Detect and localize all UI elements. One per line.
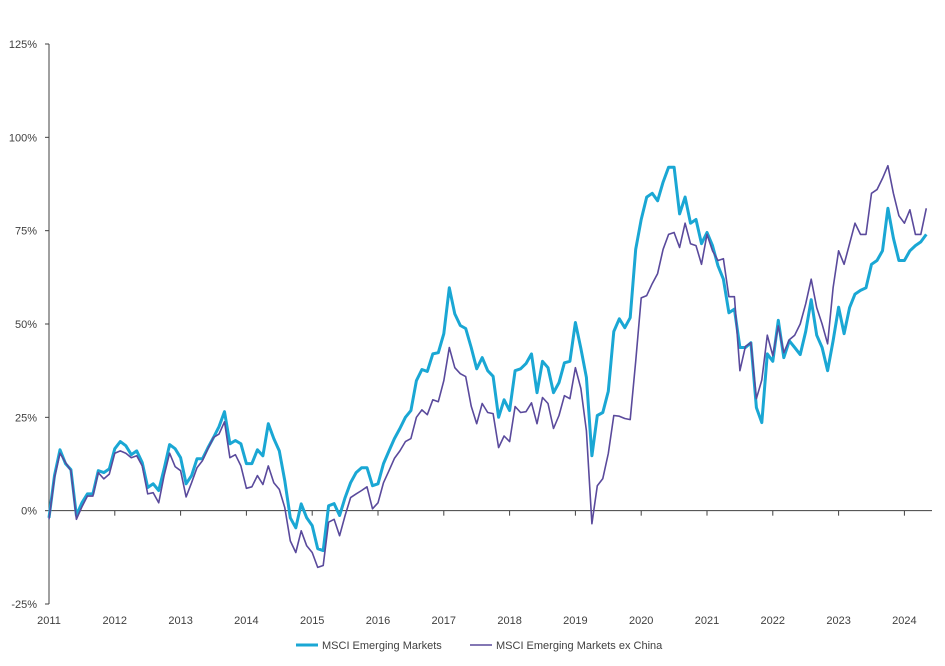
x-tick-label: 2019 (563, 615, 587, 627)
x-tick-label: 2012 (103, 615, 127, 627)
y-tick-label: 50% (15, 319, 37, 331)
y-tick-label: 100% (9, 132, 37, 144)
x-tick-label: 2023 (826, 615, 850, 627)
x-tick-label: 2016 (366, 615, 390, 627)
x-tick-label: 2018 (497, 615, 521, 627)
legend: MSCI Emerging Markets MSCI Emerging Mark… (296, 640, 663, 652)
x-tick-label: 2020 (629, 615, 653, 627)
series-line-msci-em-ex-china (48, 164, 928, 569)
y-tick-label: 25% (15, 412, 37, 424)
x-tick-label: 2015 (300, 615, 324, 627)
x-tick-label: 2017 (432, 615, 456, 627)
series-line-msci-em (47, 165, 928, 553)
y-tick-label: 125% (9, 39, 37, 51)
legend-label-msci-em: MSCI Emerging Markets (322, 640, 442, 652)
x-tick-label: 2022 (761, 615, 785, 627)
legend-label-msci-em-ex-china: MSCI Emerging Markets ex China (496, 640, 663, 652)
series-lines (47, 164, 928, 569)
x-tick-label: 2021 (695, 615, 719, 627)
y-tick-label: -25% (11, 599, 37, 611)
x-tick-label: 2024 (892, 615, 916, 627)
y-tick-label: 75% (15, 226, 37, 238)
y-tick-label: 0% (21, 506, 37, 518)
x-tick-label: 2014 (234, 615, 258, 627)
y-axis: -25% 0% 25% 50% 75% 100% 125% (9, 39, 50, 611)
x-tick-label: 2013 (168, 615, 192, 627)
x-axis: 2011 2012 2013 2014 2015 2016 2017 2018 2019 2020… (37, 510, 932, 627)
x-tick-label: 2011 (37, 615, 61, 627)
